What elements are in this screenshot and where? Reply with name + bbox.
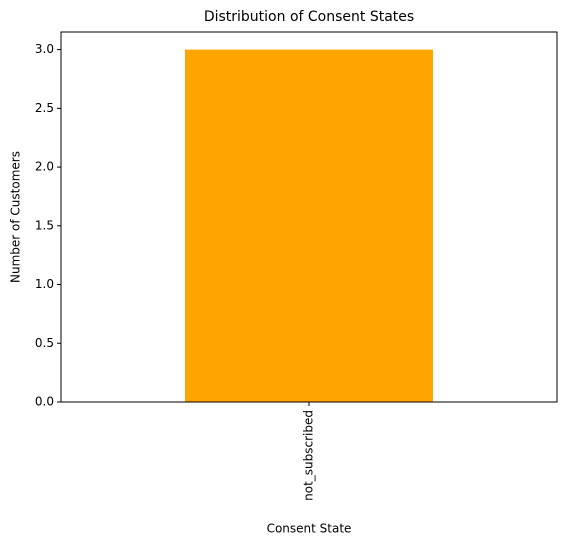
y-tick-label: 0.5: [35, 336, 54, 350]
axes-frame: [60, 31, 558, 403]
y-tick-label: 0.0: [35, 395, 54, 409]
y-tick-label: 2.5: [35, 101, 54, 115]
chart-title: Distribution of Consent States: [204, 9, 414, 25]
y-tick-label: 1.5: [35, 218, 54, 232]
y-axis-label: Number of Customers: [9, 151, 23, 283]
y-tick-label: 3.0: [35, 42, 54, 56]
bar: [185, 49, 433, 402]
x-axis-label: Consent State: [267, 522, 352, 536]
y-tick-label: 1.0: [35, 277, 54, 291]
x-tick-label: not_subscribed: [302, 410, 316, 501]
y-tick-label: 2.0: [35, 160, 54, 174]
